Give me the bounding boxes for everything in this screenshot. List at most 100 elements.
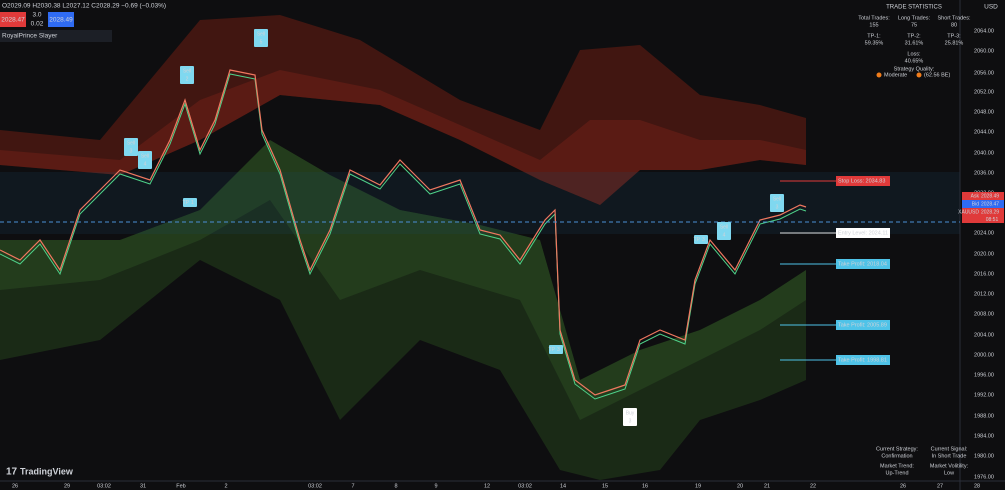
signal-tag [770, 194, 784, 212]
entry-zone [0, 172, 960, 234]
badge-tag: Bid [972, 201, 979, 207]
signal-number: 3 [557, 347, 560, 353]
time-tick-label: 29 [64, 483, 70, 489]
time-tick-label: 31 [140, 483, 146, 489]
signal-tag [183, 198, 197, 207]
badge-price: 2028.47 [981, 201, 999, 207]
level-label: Take Profit: 1998.81 [838, 357, 887, 363]
signal-tag [180, 66, 194, 84]
signal-tag [623, 408, 637, 426]
price-tick-label: 2052.00 [974, 89, 994, 95]
level-tag [836, 176, 890, 186]
stat-value: 40.65% [905, 58, 924, 64]
status-value: Up-Trend [885, 470, 908, 476]
signal-number: 5 [260, 39, 263, 45]
quality: Moderate [884, 72, 907, 78]
badge-price: 2028.49 [981, 193, 999, 199]
price-tick-label: 2020.00 [974, 251, 994, 257]
level-tag [836, 320, 890, 330]
red-band-inner [0, 70, 806, 205]
price-tick-label: 2040.00 [974, 150, 994, 156]
status-label: Market Volitility: [930, 463, 969, 469]
price-badge [962, 192, 1004, 200]
currency[interactable]: USD [984, 4, 998, 11]
green-band-inner [0, 140, 806, 420]
bands [0, 15, 960, 480]
price-tick-label: 2048.00 [974, 109, 994, 115]
price-tick-label: 1984.00 [974, 433, 994, 439]
time-tick-label: 20 [737, 483, 743, 489]
signal-kind: Buy [626, 410, 635, 416]
price-tick-label: 2036.00 [974, 170, 994, 176]
stat-label: Short Trades: [937, 15, 970, 21]
stat-label: Long Trades: [898, 15, 931, 21]
time-tick-label: 9 [434, 483, 437, 489]
sell-button[interactable] [0, 12, 26, 27]
time-tick-label: 8 [394, 483, 397, 489]
price-tick-label: 2024.00 [974, 230, 994, 236]
time-tick-label: Feb [176, 483, 185, 489]
quality-dot [916, 72, 922, 78]
stat-label: TP-2: [907, 33, 921, 39]
price-tick-label: 2000.00 [974, 352, 994, 358]
status-label: Current Strategy: [876, 446, 918, 452]
status-label: Current Signal: [931, 446, 968, 452]
level-label: Entry Level: 2024.11 [838, 230, 888, 236]
signal-kind: Sell [257, 31, 265, 37]
time-tick-label: 26 [12, 483, 18, 489]
time-tick-label: 22 [810, 483, 816, 489]
level-tag [836, 228, 890, 238]
time-tick-label: 19 [695, 483, 701, 489]
signal-number: 2 [186, 76, 189, 82]
price-tick-label: 2004.00 [974, 332, 994, 338]
level-tag [836, 355, 890, 365]
price-tick-label: 2064.00 [974, 28, 994, 34]
time-tick-label: 03:02 [97, 483, 111, 489]
brand-name: TradingView [20, 466, 74, 476]
level-label: Stop Loss: 2034.83 [838, 178, 885, 184]
stat-value: 75 [911, 22, 917, 28]
stat-value: 80 [951, 22, 957, 28]
signal-number: 3 [629, 418, 632, 424]
signal-kind: TP [183, 200, 190, 206]
spread: 0.02 [31, 21, 44, 28]
indicator-name[interactable]: RoyalPrince Slayer [2, 33, 58, 40]
signal-kind: TP [694, 237, 701, 243]
price-tick-label: 2044.00 [974, 129, 994, 135]
signal-tag [138, 151, 152, 169]
badge-price: 2028.29 [981, 209, 999, 215]
stat-label: Total Trades: [858, 15, 890, 21]
price-tick-label: 2016.00 [974, 271, 994, 277]
price-tick-label: 1976.00 [974, 474, 994, 480]
time-tick-label: 12 [484, 483, 490, 489]
stat-value: 25.81% [945, 40, 964, 46]
signal-number: 4 [144, 161, 147, 167]
time-tick-label: 16 [642, 483, 648, 489]
time-tick-label: 21 [764, 483, 770, 489]
signal-kind: Sell [183, 68, 191, 74]
price-tick-label: 2008.00 [974, 311, 994, 317]
status-value: Low [944, 470, 954, 476]
price-line [0, 69, 807, 396]
quality-label: Strategy Quality: [894, 66, 935, 72]
stat-value: 155 [869, 22, 878, 28]
quality-dot [876, 72, 882, 78]
toolbar: O2029.09 H2030.38 L2027.12 C2028.29 −0.6… [0, 3, 998, 42]
countdown: 08:51 [986, 217, 999, 223]
signal-number: 1 [191, 200, 194, 206]
time-tick-label: 28 [974, 483, 980, 489]
stat-label: TP-1: [867, 33, 881, 39]
signal-number: 3 [776, 204, 779, 210]
signal-number: 3 [130, 148, 133, 154]
signal-kind: Sell [720, 224, 728, 230]
signal-kind: Sell [141, 153, 149, 159]
sell-price[interactable]: 2028.47 [1, 17, 25, 24]
indicator-pill[interactable] [0, 30, 112, 42]
signal-tag [124, 138, 138, 156]
level-label: Take Profit: 2018.04 [838, 261, 887, 267]
buy-button[interactable] [48, 12, 74, 27]
time-tick-label: 03:02 [518, 483, 532, 489]
ohlc: O2029.09 H2030.38 L2027.12 C2028.29 −0.6… [2, 3, 166, 10]
buy-price[interactable]: 2028.49 [49, 17, 73, 24]
